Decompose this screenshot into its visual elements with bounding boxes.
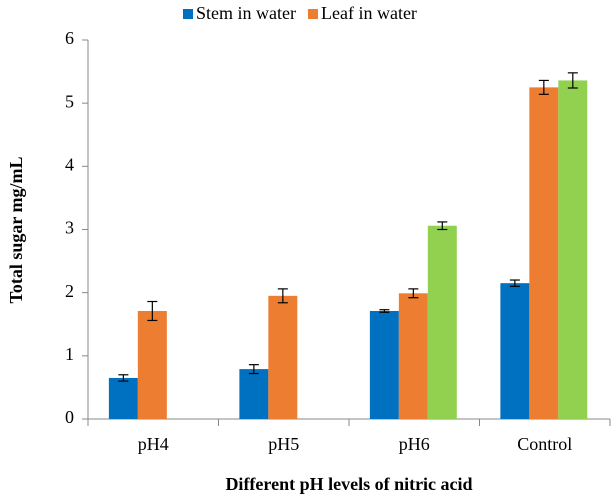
legend-label: Stem in water bbox=[196, 3, 296, 23]
error-bar bbox=[277, 288, 288, 304]
error-bar bbox=[118, 374, 129, 382]
y-tick-label: 6 bbox=[65, 28, 74, 48]
y-tick-label: 4 bbox=[65, 154, 74, 174]
bar bbox=[398, 293, 428, 419]
bar bbox=[529, 87, 559, 419]
bar bbox=[108, 377, 138, 419]
y-tick-label: 3 bbox=[65, 218, 74, 238]
bar bbox=[500, 283, 530, 419]
bar bbox=[137, 310, 167, 419]
bar bbox=[268, 295, 298, 419]
x-tick-label: pH4 bbox=[138, 434, 169, 454]
error-bar bbox=[147, 300, 158, 322]
error-bar bbox=[567, 72, 578, 89]
legend-label: Leaf in water bbox=[321, 3, 417, 23]
bar bbox=[369, 310, 399, 419]
error-bar bbox=[538, 79, 549, 95]
y-tick-label: 0 bbox=[65, 407, 74, 427]
legend-swatch bbox=[307, 9, 318, 19]
bar bbox=[558, 80, 588, 419]
y-axis-title: Total sugar mg/mL bbox=[6, 156, 26, 303]
y-tick-label: 5 bbox=[65, 91, 74, 111]
y-tick-label: 2 bbox=[65, 281, 74, 301]
bar bbox=[427, 225, 457, 419]
error-bar bbox=[437, 221, 448, 231]
error-bar bbox=[509, 279, 520, 287]
error-bar bbox=[379, 309, 390, 313]
x-tick-label: pH6 bbox=[399, 434, 430, 454]
bar bbox=[239, 369, 269, 419]
x-tick-label: Control bbox=[517, 434, 572, 454]
error-bar bbox=[408, 288, 419, 299]
x-tick-label: pH5 bbox=[268, 434, 299, 454]
legend-swatch bbox=[183, 9, 193, 19]
y-tick-label: 1 bbox=[65, 344, 74, 364]
x-axis-title: Different pH levels of nitric acid bbox=[225, 474, 472, 494]
error-bar bbox=[248, 364, 259, 375]
